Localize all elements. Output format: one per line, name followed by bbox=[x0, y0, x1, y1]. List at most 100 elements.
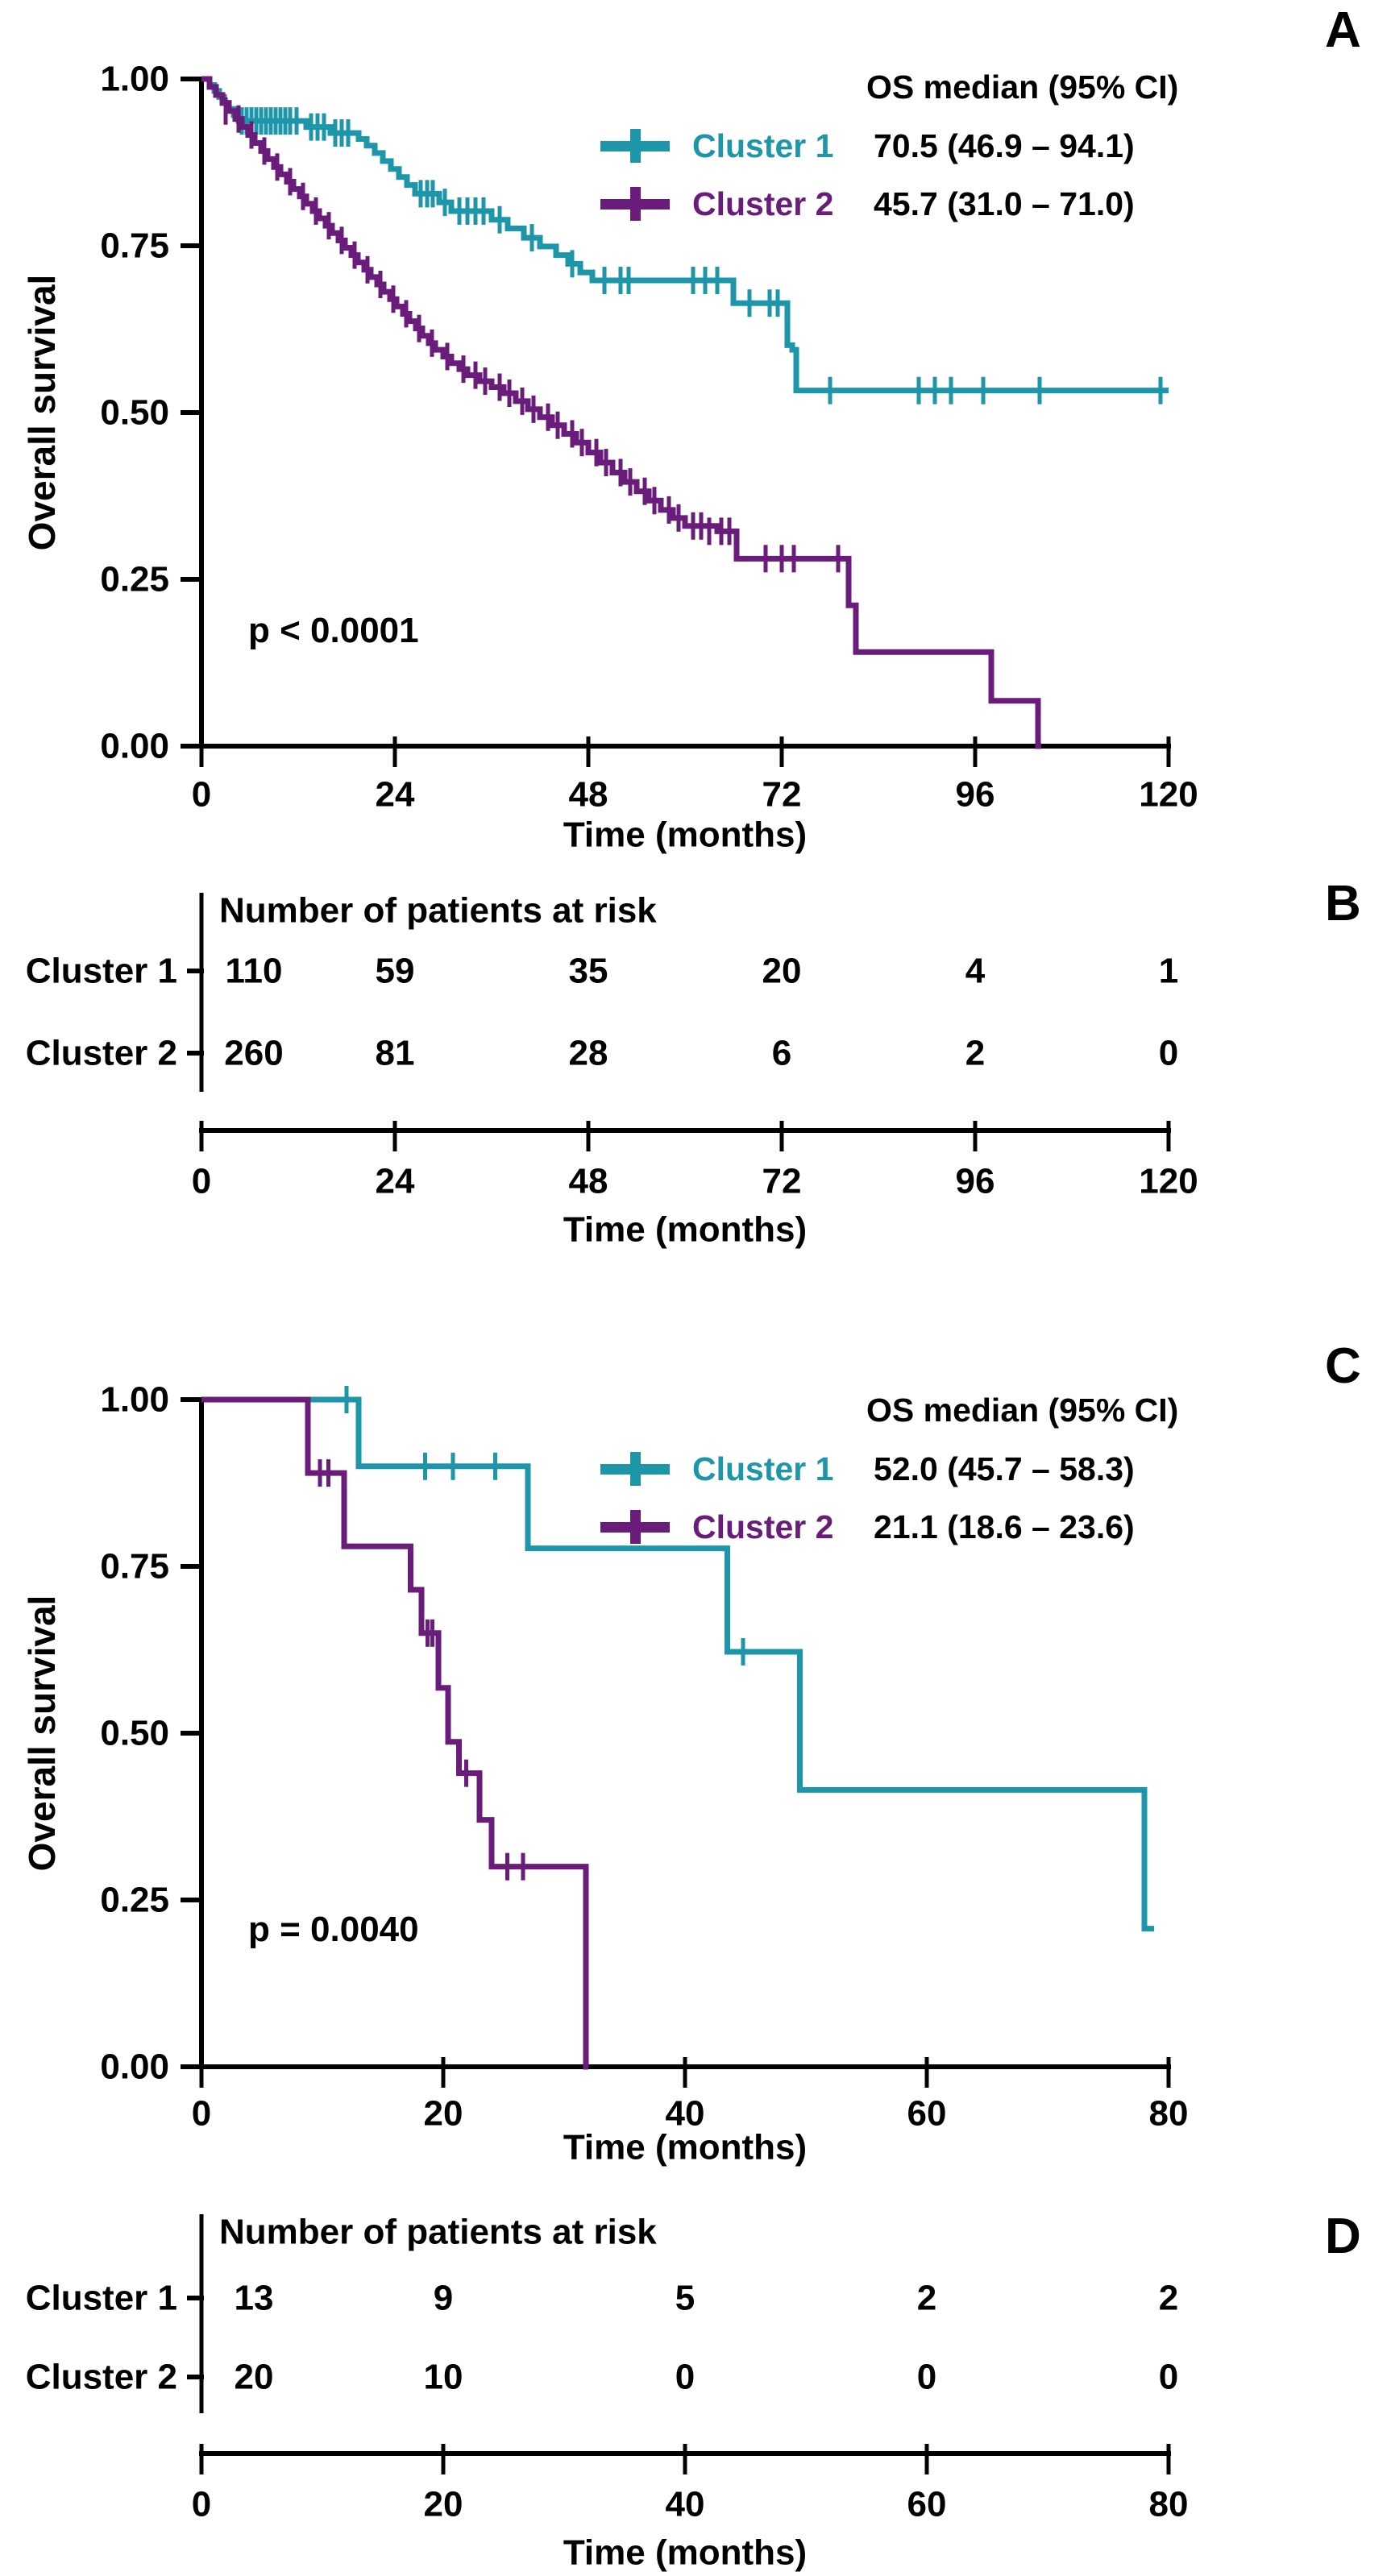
legend-label-cluster2: Cluster 2 bbox=[692, 1508, 834, 1545]
cluster1-plus-marker-icon bbox=[600, 1450, 670, 1487]
x-tick-label: 80 bbox=[1149, 2485, 1189, 2524]
km-curve-cluster-2 bbox=[201, 76, 1041, 749]
y-tick-label: 1.00 bbox=[100, 1380, 169, 1420]
legend-median-cluster1: 70.5 (46.9 – 94.1) bbox=[874, 127, 1135, 164]
risk-row-label: Cluster 2 bbox=[26, 2358, 177, 2397]
legend-item-cluster2: Cluster 2 21.1 (18.6 – 23.6) bbox=[600, 1504, 1189, 1550]
risk-count: 0 bbox=[1159, 2358, 1178, 2397]
cluster1-plus-marker-icon bbox=[600, 127, 670, 164]
x-axis-label: Time (months) bbox=[563, 2128, 807, 2167]
risk-count: 1 bbox=[1159, 952, 1178, 991]
p-value-c: p = 0.0040 bbox=[248, 1910, 419, 1949]
risk-table-panel-b: Number of patients at risk Cluster 1 110 59… bbox=[26, 891, 1198, 1250]
x-tick-label: 40 bbox=[666, 2094, 705, 2134]
x-tick-label: 24 bbox=[376, 1162, 415, 1201]
risk-count: 13 bbox=[235, 2279, 274, 2318]
x-tick-label: 96 bbox=[956, 1162, 995, 1201]
x-tick-label: 48 bbox=[569, 1162, 608, 1201]
y-tick-label: 0.75 bbox=[100, 1547, 169, 1587]
y-tick-label: 0.00 bbox=[100, 2047, 169, 2087]
y-tick-label: 0.75 bbox=[100, 226, 169, 266]
risk-count: 9 bbox=[434, 2279, 453, 2318]
legend-median-cluster2: 21.1 (18.6 – 23.6) bbox=[874, 1508, 1135, 1545]
x-tick-label: 0 bbox=[192, 2485, 211, 2524]
km-plot-panel-a: 1.00 0.75 0.50 0.25 0.00 0 24 48 72 96 120 Time (mo… bbox=[100, 60, 1198, 855]
panel-letter-b: B bbox=[1325, 876, 1361, 931]
panel-letter-d: D bbox=[1325, 2209, 1361, 2264]
x-axis-label: Time (months) bbox=[563, 815, 807, 855]
x-tick-label: 72 bbox=[762, 775, 802, 815]
legend-c: OS median (95% CI) Cluster 1 52.0 (45.7 … bbox=[600, 1391, 1189, 1550]
x-tick-label: 120 bbox=[1139, 1162, 1198, 1201]
y-tick-label: 0.25 bbox=[100, 560, 169, 599]
x-tick-label: 120 bbox=[1139, 775, 1198, 815]
x-tick-label: 24 bbox=[376, 775, 415, 815]
legend-label-cluster1: Cluster 1 bbox=[692, 1450, 834, 1487]
x-tick-label: 96 bbox=[956, 775, 995, 815]
km-plot-panel-c: 1.00 0.75 0.50 0.25 0.00 0 20 40 60 80 Time (month… bbox=[100, 1380, 1189, 2167]
legend-title-a: OS median (95% CI) bbox=[866, 68, 1179, 106]
x-axis-label: Time (months) bbox=[563, 1210, 807, 1250]
risk-count: 20 bbox=[235, 2358, 274, 2397]
risk-count: 35 bbox=[569, 952, 608, 991]
risk-row-label: Cluster 1 bbox=[26, 2279, 177, 2318]
risk-row-label: Cluster 1 bbox=[26, 952, 177, 991]
risk-count: 2 bbox=[1159, 2279, 1178, 2318]
x-tick-label: 20 bbox=[424, 2094, 463, 2134]
risk-count: 260 bbox=[224, 1034, 283, 1073]
risk-table-title: Number of patients at risk bbox=[219, 891, 657, 931]
risk-count: 0 bbox=[917, 2358, 936, 2397]
km-curve-cluster-2 bbox=[201, 1396, 589, 2070]
x-tick-label: 72 bbox=[762, 1162, 802, 1201]
risk-count: 2 bbox=[965, 1034, 985, 1073]
risk-row-label: Cluster 2 bbox=[26, 1034, 177, 1073]
y-tick-label: 1.00 bbox=[100, 60, 169, 99]
cluster2-plus-marker-icon bbox=[600, 185, 670, 222]
legend-item-cluster2: Cluster 2 45.7 (31.0 – 71.0) bbox=[600, 180, 1189, 227]
y-axis-title-c: Overall survival bbox=[21, 1595, 63, 1872]
x-tick-label: 0 bbox=[192, 775, 211, 815]
risk-count: 6 bbox=[772, 1034, 791, 1073]
x-tick-label: 20 bbox=[424, 2485, 463, 2524]
y-tick-label: 0.50 bbox=[100, 1714, 169, 1753]
risk-count: 0 bbox=[1159, 1034, 1178, 1073]
panel-letter-a: A bbox=[1325, 2, 1361, 58]
cluster2-plus-marker-icon bbox=[600, 1508, 670, 1545]
legend-title-c: OS median (95% CI) bbox=[866, 1392, 1179, 1429]
risk-table-panel-d: Number of patients at risk Cluster 1 13 9 5 2… bbox=[26, 2213, 1189, 2573]
risk-table-title: Number of patients at risk bbox=[219, 2213, 657, 2252]
y-axis-title-a: Overall survival bbox=[21, 274, 63, 551]
risk-count: 28 bbox=[569, 1034, 608, 1073]
legend-a: OS median (95% CI) Cluster 1 70.5 (46.9 … bbox=[600, 68, 1189, 227]
y-tick-label: 0.00 bbox=[100, 727, 169, 766]
x-tick-label: 40 bbox=[666, 2485, 705, 2524]
x-tick-label: 80 bbox=[1149, 2094, 1189, 2134]
legend-median-cluster2: 45.7 (31.0 – 71.0) bbox=[874, 185, 1135, 222]
risk-count: 5 bbox=[675, 2279, 695, 2318]
risk-count: 0 bbox=[675, 2358, 695, 2397]
legend-median-cluster1: 52.0 (45.7 – 58.3) bbox=[874, 1450, 1135, 1487]
x-tick-label: 0 bbox=[192, 1162, 211, 1201]
legend-item-cluster1: Cluster 1 52.0 (45.7 – 58.3) bbox=[600, 1446, 1189, 1492]
legend-label-cluster2: Cluster 2 bbox=[692, 185, 834, 222]
x-tick-label: 0 bbox=[192, 2094, 211, 2134]
p-value-a: p < 0.0001 bbox=[248, 611, 419, 650]
risk-count: 4 bbox=[965, 952, 986, 991]
km-curve-cluster-1 bbox=[201, 1396, 1154, 1932]
x-axis-label: Time (months) bbox=[563, 2533, 807, 2573]
risk-count: 2 bbox=[917, 2279, 936, 2318]
risk-count: 110 bbox=[226, 952, 283, 991]
risk-count: 81 bbox=[376, 1034, 415, 1073]
risk-count: 20 bbox=[762, 952, 802, 991]
panel-letter-c: C bbox=[1325, 1338, 1361, 1394]
x-tick-label: 48 bbox=[569, 775, 608, 815]
y-tick-label: 0.50 bbox=[100, 393, 169, 433]
legend-item-cluster1: Cluster 1 70.5 (46.9 – 94.1) bbox=[600, 122, 1189, 169]
legend-label-cluster1: Cluster 1 bbox=[692, 127, 834, 164]
x-tick-label: 60 bbox=[907, 2094, 947, 2134]
y-tick-label: 0.25 bbox=[100, 1881, 169, 1920]
x-tick-label: 60 bbox=[907, 2485, 947, 2524]
risk-count: 10 bbox=[424, 2358, 463, 2397]
risk-count: 59 bbox=[376, 952, 415, 991]
